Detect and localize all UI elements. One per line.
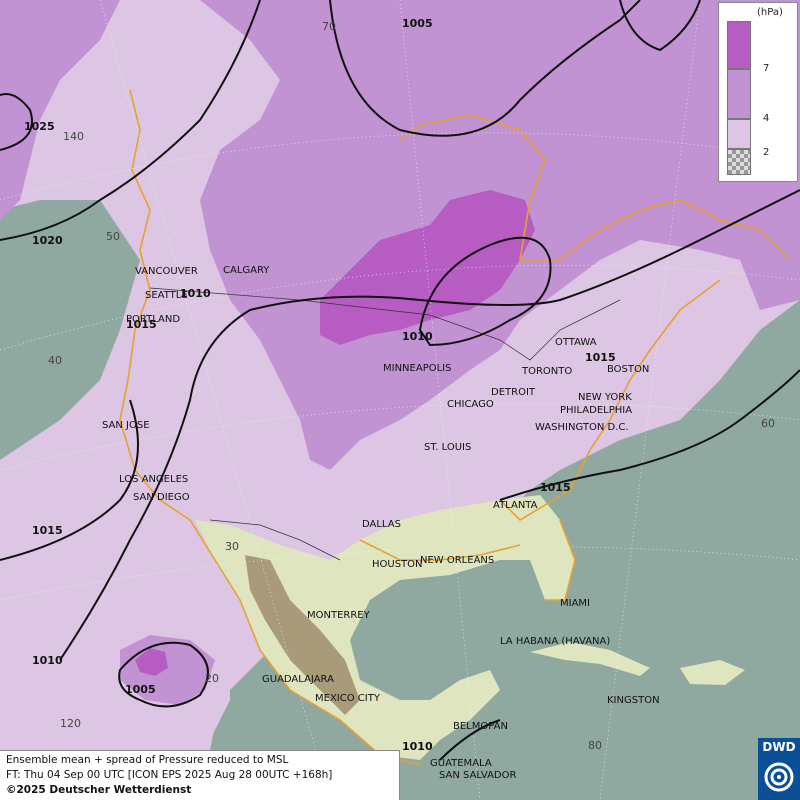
city-label: NEW ORLEANS xyxy=(420,555,494,566)
city-label: LOS ANGELES xyxy=(119,474,188,485)
isobar-label: 1010 xyxy=(32,654,63,667)
city-label: PORTLAND xyxy=(126,314,180,325)
city-label: DALLAS xyxy=(362,519,401,530)
land-cuba xyxy=(530,642,650,676)
city-label: BELMOPAN xyxy=(453,721,508,732)
legend-tick: 2 xyxy=(763,147,770,158)
city-label: NEW YORK xyxy=(578,392,632,403)
grid-label: 120 xyxy=(60,717,81,730)
city-label: SEATTLE xyxy=(145,290,188,301)
land-south xyxy=(195,495,575,760)
city-label: LA HABANA (HAVANA) xyxy=(500,636,610,647)
spread-mid-area-pacific xyxy=(120,635,215,705)
city-label: MIAMI xyxy=(560,598,590,609)
isobars xyxy=(0,0,800,761)
grid-label: 60 xyxy=(761,417,775,430)
spread-mid-area-nw xyxy=(0,0,120,220)
city-label: VANCOUVER xyxy=(135,266,198,277)
spread-legend: (hPa) 7 4 2 xyxy=(718,2,798,182)
grid-label: 20 xyxy=(205,672,219,685)
info-title: Ensemble mean + spread of Pressure reduc… xyxy=(6,754,289,766)
isobar-label: 1025 xyxy=(24,120,55,133)
isobar-label: 1005 xyxy=(402,17,433,30)
city-label: SAN DIEGO xyxy=(133,492,190,503)
legend-swatch-min xyxy=(727,149,751,175)
grid-label: 140 xyxy=(63,130,84,143)
legend-swatch-mid xyxy=(727,69,751,119)
grid-label: 40 xyxy=(48,354,62,367)
city-label: TORONTO xyxy=(521,366,572,377)
city-label: MINNEAPOLIS xyxy=(383,363,451,374)
isobar-label: 1010 xyxy=(402,740,433,753)
city-label: PHILADELPHIA xyxy=(560,405,632,416)
isobar-label: 1010 xyxy=(402,330,433,343)
isobar-label: 1020 xyxy=(32,234,63,247)
isobar-label: 1015 xyxy=(585,351,616,364)
city-label: WASHINGTON D.C. xyxy=(535,422,629,433)
city-label: SAN JOSE xyxy=(102,420,150,431)
grid-label: 80 xyxy=(588,739,602,752)
city-label: MONTERREY xyxy=(307,610,371,621)
city-label: HOUSTON xyxy=(372,559,423,570)
city-label: SAN SALVADOR xyxy=(439,770,516,781)
info-forecast-time: FT: Thu 04 Sep 00 UTC [ICON EPS 2025 Aug… xyxy=(6,769,333,781)
isobar-label: 1015 xyxy=(126,318,157,331)
legend-swatch-high xyxy=(727,21,751,69)
city-label: ST. LOUIS xyxy=(424,442,471,453)
info-box: Ensemble mean + spread of Pressure reduc… xyxy=(0,750,400,800)
city-label: CALGARY xyxy=(223,265,270,276)
dwd-logo: DWD xyxy=(758,738,800,800)
isobar-label: 1005 xyxy=(125,683,156,696)
isobar-label: 1015 xyxy=(32,524,63,537)
legend-tick: 4 xyxy=(763,113,770,124)
city-label: DETROIT xyxy=(491,387,536,398)
city-label: KINGSTON xyxy=(607,695,660,706)
legend-swatch-low xyxy=(727,119,751,149)
city-label: GUADALAJARA xyxy=(262,674,334,685)
land-relief xyxy=(245,555,360,715)
spread-high-area xyxy=(320,190,535,345)
land-hispaniola xyxy=(680,660,745,685)
city-label: BOSTON xyxy=(607,364,649,375)
city-label: GUATEMALA xyxy=(430,758,492,769)
city-label: ATLANTA xyxy=(493,500,538,511)
isobar-label: 1015 xyxy=(540,481,571,494)
city-label: OTTAWA xyxy=(555,337,597,348)
grid-label: 70 xyxy=(322,20,336,33)
dwd-logo-text: DWD xyxy=(762,740,796,754)
info-copyright: ©2025 Deutscher Wetterdienst xyxy=(6,784,192,796)
grid-label: 30 xyxy=(225,540,239,553)
city-label: CHICAGO xyxy=(447,399,494,410)
city-label: MEXICO CITY xyxy=(315,693,381,704)
legend-tick: 7 xyxy=(763,63,770,74)
grid-label: 50 xyxy=(106,230,120,243)
spread-high-area-pacific xyxy=(135,648,168,676)
legend-unit: (hPa) xyxy=(757,7,783,18)
isobar-label: 1010 xyxy=(180,287,211,300)
dwd-swirl-icon xyxy=(764,762,794,792)
